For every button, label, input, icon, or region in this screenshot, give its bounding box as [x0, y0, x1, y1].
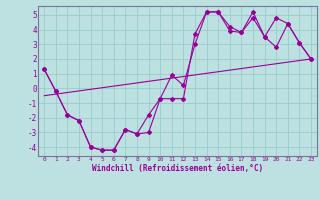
- X-axis label: Windchill (Refroidissement éolien,°C): Windchill (Refroidissement éolien,°C): [92, 164, 263, 173]
